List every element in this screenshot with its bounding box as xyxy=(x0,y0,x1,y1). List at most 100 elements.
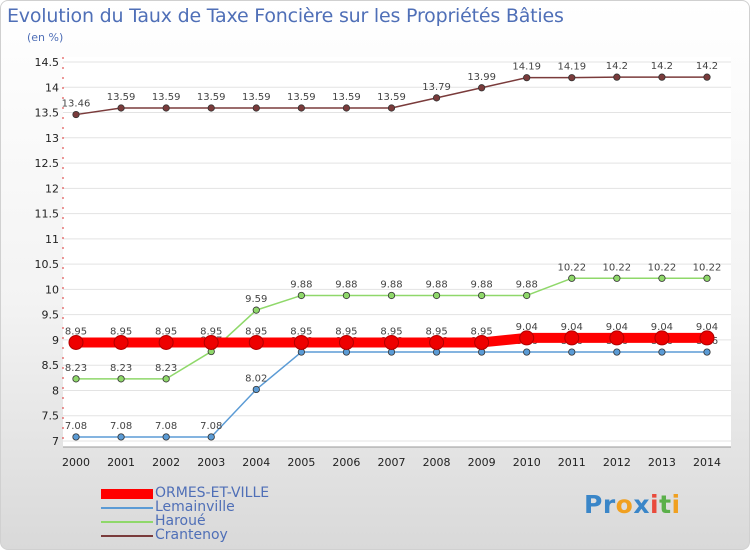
data-label: 9.04 xyxy=(651,322,673,333)
data-label: 13.59 xyxy=(242,92,271,103)
data-label: 8.95 xyxy=(425,326,447,337)
data-label: 10.22 xyxy=(603,262,632,273)
y-tick-label: 8 xyxy=(52,384,59,397)
data-point xyxy=(613,274,621,282)
x-tick-label: 2013 xyxy=(648,456,676,469)
x-tick-label: 2001 xyxy=(107,456,135,469)
data-point xyxy=(72,110,80,119)
data-label: 9.04 xyxy=(516,322,538,333)
x-tick-label: 2012 xyxy=(603,456,631,469)
data-point xyxy=(432,94,441,102)
data-point xyxy=(72,375,80,383)
y-tick-label: 13.5 xyxy=(35,107,60,120)
legend-label: Lemainville xyxy=(155,499,235,515)
plot-area xyxy=(63,57,731,447)
data-point xyxy=(342,104,351,112)
data-label: 8.95 xyxy=(200,326,222,337)
data-point xyxy=(207,104,215,112)
data-point xyxy=(654,330,670,346)
data-label: 8.95 xyxy=(155,326,177,337)
data-label: 13.46 xyxy=(62,99,91,110)
data-point xyxy=(478,84,486,92)
data-point xyxy=(523,348,531,356)
data-label: 8.95 xyxy=(65,326,87,337)
data-point xyxy=(384,334,399,350)
data-label: 9.88 xyxy=(335,279,357,290)
data-point xyxy=(613,348,621,356)
y-tick-label: 12 xyxy=(45,182,59,195)
data-point xyxy=(432,291,441,300)
legend-swatch xyxy=(101,507,153,509)
data-point xyxy=(158,334,174,350)
data-point xyxy=(162,104,170,112)
legend-swatch xyxy=(101,535,153,537)
data-point xyxy=(297,291,305,300)
data-label: 13.59 xyxy=(287,92,316,103)
data-point xyxy=(68,334,84,350)
data-label: 13.59 xyxy=(377,92,406,103)
data-point xyxy=(117,433,125,441)
data-label: 9.04 xyxy=(561,322,583,333)
data-label: 8.23 xyxy=(155,363,177,374)
data-label: 10.22 xyxy=(648,262,677,273)
data-point xyxy=(658,73,666,81)
x-tick-label: 2006 xyxy=(332,456,360,469)
data-label: 14.2 xyxy=(696,61,718,72)
y-tick-label: 10.5 xyxy=(35,258,60,271)
y-tick-label: 9.5 xyxy=(42,309,60,322)
x-tick-label: 2009 xyxy=(468,456,496,469)
data-point xyxy=(699,330,715,346)
data-point xyxy=(342,291,351,300)
data-point xyxy=(703,274,711,282)
data-label: 7.08 xyxy=(200,421,222,432)
data-point xyxy=(613,73,621,81)
data-label: 14.2 xyxy=(651,61,673,72)
data-point xyxy=(478,291,486,300)
data-label: 9.88 xyxy=(290,279,312,290)
y-tick-label: 8.5 xyxy=(42,359,60,372)
data-point xyxy=(568,74,576,82)
y-axis-unit: (en %) xyxy=(27,31,64,44)
data-point xyxy=(474,334,490,350)
x-tick-label: 2014 xyxy=(693,456,721,469)
y-tick-label: 7.5 xyxy=(42,410,60,423)
data-label: 13.99 xyxy=(467,72,496,83)
legend-label: Crantenoy xyxy=(155,527,228,543)
data-label: 14.19 xyxy=(512,62,541,73)
data-label: 7.08 xyxy=(110,421,132,432)
legend-swatch xyxy=(101,521,153,523)
data-label: 9.04 xyxy=(696,322,718,333)
y-tick-label: 11 xyxy=(45,233,59,246)
data-point xyxy=(162,375,170,383)
data-point xyxy=(658,348,666,356)
data-label: 13.59 xyxy=(152,92,181,103)
legend-label: Haroué xyxy=(155,513,206,529)
y-tick-label: 13 xyxy=(45,132,59,145)
data-point xyxy=(252,385,260,394)
data-point xyxy=(207,433,215,441)
x-tick-label: 2003 xyxy=(197,456,225,469)
y-tick-label: 11.5 xyxy=(35,208,60,221)
y-tick-label: 9 xyxy=(52,334,59,347)
legend-swatch xyxy=(101,489,153,499)
data-point xyxy=(429,334,445,350)
data-label: 10.22 xyxy=(693,262,722,273)
y-tick-label: 7 xyxy=(52,435,59,448)
data-point xyxy=(252,306,260,314)
data-label: 8.23 xyxy=(65,363,87,374)
data-point xyxy=(162,433,170,441)
data-label: 8.95 xyxy=(290,326,312,337)
data-point xyxy=(523,291,531,300)
data-label: 8.02 xyxy=(245,373,267,384)
data-label: 14.2 xyxy=(606,61,628,72)
data-label: 9.88 xyxy=(380,279,402,290)
legend-label: ORMES-ET-VILLE xyxy=(155,485,270,501)
data-point xyxy=(658,274,666,282)
data-label: 13.59 xyxy=(107,92,136,103)
data-point xyxy=(703,73,711,81)
data-label: 8.95 xyxy=(335,326,357,337)
x-tick-label: 2000 xyxy=(62,456,90,469)
data-point xyxy=(519,330,535,346)
